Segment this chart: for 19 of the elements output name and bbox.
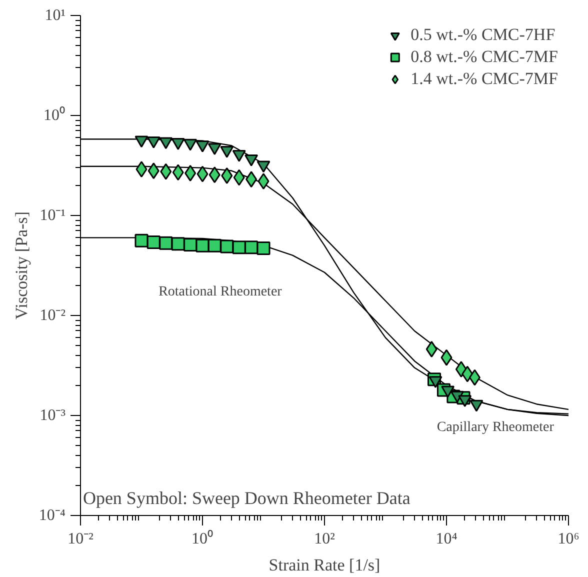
y-tick-label: 10⁻² [40, 307, 66, 324]
x-tick-label: 10² [314, 530, 336, 548]
y-tick-label: 10⁻⁴ [38, 507, 66, 524]
x-tick-label: 10⁴ [436, 530, 458, 548]
x-axis-title: Strain Rate [1/s] [268, 556, 380, 574]
annotation: Capillary Rheometer [436, 420, 554, 436]
y-axis-title: Viscosity [Pa-s] [12, 211, 31, 320]
x-tick-label: 10⁻² [68, 530, 94, 548]
annotation: Open Symbol: Sweep Down Rheometer Data [82, 488, 410, 508]
y-tick-label: 10⁻³ [40, 407, 66, 424]
y-tick-label: 10⁻¹ [40, 207, 66, 224]
legend-label: 0.5 wt.-% CMC-7HF [410, 25, 556, 45]
legend-label: 1.4 wt.-% CMC-7MF [410, 69, 558, 89]
annotation: Rotational Rheometer [158, 284, 282, 300]
x-tick-label: 10⁶ [558, 530, 580, 548]
x-tick-label: 10⁰ [192, 530, 214, 548]
y-tick-label: 10⁰ [44, 106, 66, 124]
y-tick-label: 10¹ [44, 7, 66, 24]
legend-label: 0.8 wt.-% CMC-7MF [410, 47, 558, 67]
